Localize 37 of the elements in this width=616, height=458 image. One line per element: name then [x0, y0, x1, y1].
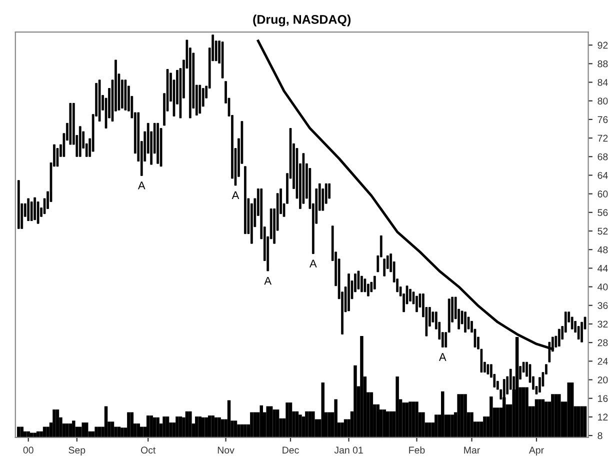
- y-tick-label: 72: [598, 134, 608, 142]
- y-tick-label: 88: [598, 60, 608, 68]
- y-tick-label: 8: [598, 432, 602, 440]
- x-tick-label: Sep: [68, 446, 86, 456]
- x-tick-label: Dec: [282, 446, 299, 454]
- y-tick-label: 32: [598, 320, 608, 328]
- y-tick-label: 80: [598, 98, 608, 104]
- y-tick-label: 44: [598, 265, 608, 272]
- x-tick-label: Jan 01: [334, 446, 363, 454]
- y-tick-label: 92: [598, 42, 608, 49]
- y-tick-label: 16: [598, 395, 608, 402]
- y-tick-label: 40: [598, 284, 608, 290]
- y-tick-label: 64: [598, 172, 608, 179]
- y-tick-label: 12: [598, 414, 608, 420]
- x-tick-label: Feb: [409, 446, 425, 454]
- x-tick-label: 00: [23, 446, 34, 454]
- chart-title: (Drug, NASDAQ): [253, 14, 351, 26]
- y-tick-label: 60: [598, 190, 608, 198]
- y-tick-label: 76: [598, 116, 608, 124]
- y-tick-label: 20: [598, 376, 608, 384]
- y-tick-label: 48: [598, 246, 608, 254]
- y-tick-label: 52: [598, 228, 608, 235]
- y-tick-label: 24: [598, 358, 608, 365]
- x-tick-label: Nov: [218, 446, 234, 454]
- x-tick-label: Oct: [141, 446, 156, 454]
- text: A: [309, 260, 317, 268]
- text: A: [264, 276, 272, 285]
- x-tick-label: Apr: [528, 446, 544, 456]
- text: A: [438, 353, 446, 361]
- x-tick-label: Mar: [464, 446, 480, 454]
- y-tick-label: 84: [598, 78, 608, 86]
- y-tick-label: 36: [598, 302, 608, 309]
- y-tick-label: 28: [598, 339, 608, 346]
- text: A: [232, 191, 240, 200]
- y-tick-label: 56: [598, 209, 608, 216]
- y-tick-label: 68: [598, 153, 608, 160]
- text: A: [138, 182, 146, 190]
